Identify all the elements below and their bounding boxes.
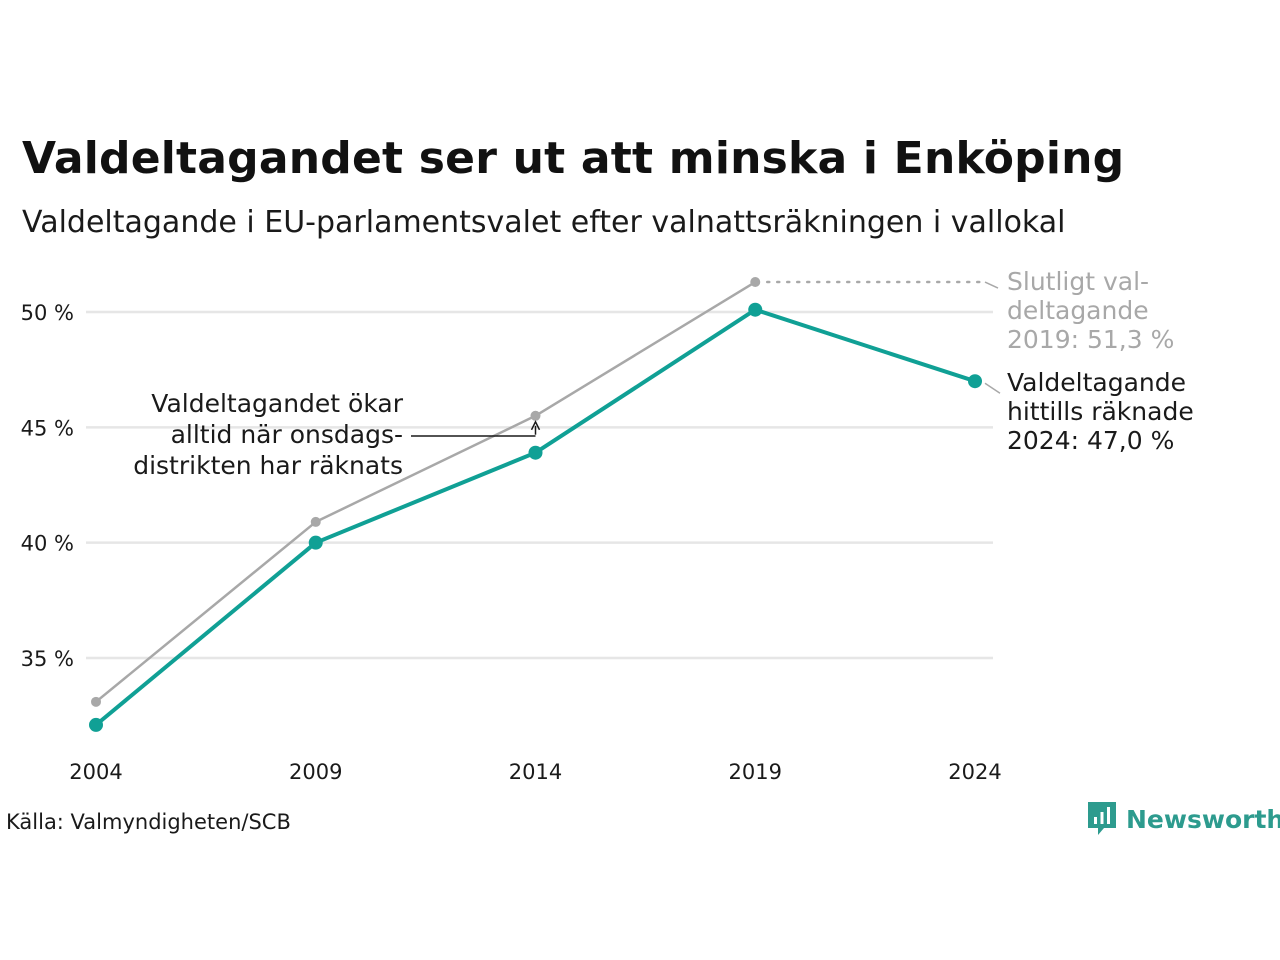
x-tick-label: 2024 <box>948 760 1001 784</box>
x-tick-label: 2014 <box>509 760 562 784</box>
note-arrow-head <box>530 420 541 431</box>
x-tick-label: 2019 <box>729 760 782 784</box>
preliminary-annotation-line: hittills räknade <box>1007 397 1194 426</box>
data-point <box>91 696 101 707</box>
data-point <box>89 717 103 732</box>
y-tick-label: 50 % <box>21 301 74 325</box>
data-point <box>310 516 321 527</box>
final-series <box>91 277 761 707</box>
note-annotation-line: alltid när onsdags- <box>171 420 403 449</box>
newsworthy-logo-icon <box>1088 802 1116 835</box>
x-tick-label: 2004 <box>69 760 122 784</box>
preliminary-series <box>89 302 982 732</box>
final-annotation-line: Slutligt val- <box>1007 267 1149 296</box>
y-tick-label: 35 % <box>21 647 74 671</box>
final-annotation-line: 2019: 51,3 % <box>1007 325 1174 354</box>
brand-name: Newsworthy <box>1126 804 1280 834</box>
chart-subtitle: Valdeltagande i EU-parlamentsvalet efter… <box>22 205 1066 240</box>
chart-title: Valdeltagandet ser ut att minska i Enköp… <box>22 133 1125 184</box>
final-leader-tick <box>984 281 999 289</box>
y-tick-label: 45 % <box>21 416 74 440</box>
gridlines <box>86 310 993 660</box>
preliminary-annotation-line: Valdeltagande <box>1007 368 1186 397</box>
source-note: Källa: Valmyndigheten/SCB <box>6 810 291 834</box>
data-point <box>750 277 761 288</box>
brand-logo: Newsworthy <box>1088 802 1280 836</box>
data-point <box>748 302 763 317</box>
data-point <box>308 535 323 550</box>
final-annotation-line: deltagande <box>1007 296 1149 325</box>
data-point <box>968 374 982 389</box>
preliminary-leader-line <box>984 382 1001 394</box>
x-tick-label: 2009 <box>289 760 342 784</box>
data-point <box>528 445 543 460</box>
preliminary-annotation-line: 2024: 47,0 % <box>1007 426 1174 455</box>
x-axis-ticks: 2004 2009 2014 2019 2024 <box>69 760 1001 784</box>
note-annotation-line: Valdeltagandet ökar <box>151 389 403 418</box>
y-axis-ticks: 35 % 40 % 45 % 50 % <box>21 301 74 671</box>
series-line <box>94 280 757 704</box>
data-point <box>530 410 541 421</box>
note-annotation-line: distrikten har räknats <box>133 451 403 480</box>
y-tick-label: 40 % <box>21 532 74 556</box>
series-line <box>94 307 977 727</box>
